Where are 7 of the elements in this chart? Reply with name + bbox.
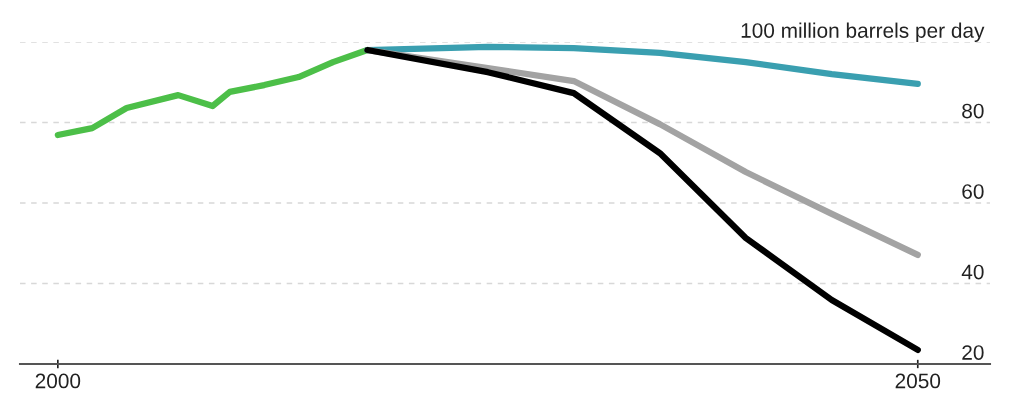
y-tick-label: 80: [962, 103, 984, 119]
y-tick-label: 40: [961, 264, 984, 280]
x-tick-label: 2000: [35, 373, 81, 389]
y-tick-label: 60: [962, 184, 984, 199]
y-tick-label: 20: [962, 345, 984, 360]
y-tick-label: 100 million barrels per day: [741, 22, 985, 42]
x-tick-label: 2050: [895, 373, 941, 389]
